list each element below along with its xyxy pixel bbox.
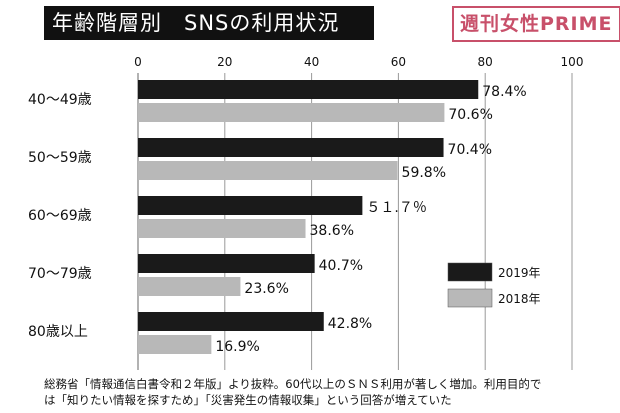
bar	[138, 219, 306, 238]
category-label: 70〜79歳	[28, 266, 92, 282]
data-label: 59.8%	[402, 165, 446, 181]
category-label: 80歳以上	[28, 324, 88, 340]
bar	[138, 312, 324, 331]
x-tick-label: 20	[217, 55, 232, 69]
legend-label: 2019年	[498, 266, 541, 280]
category-label: 40〜49歳	[28, 92, 92, 108]
footnote-line-2: は「知りたい情報を探すため」「災害発生の情報収集」という回答が増えていた	[44, 393, 452, 407]
data-label: 40.7%	[319, 258, 363, 274]
x-tick-label: 60	[391, 55, 406, 69]
data-label: 70.4%	[448, 142, 492, 158]
brand-logo: 週刊女性PRIME	[452, 6, 620, 42]
footnote-line-1: 総務省「情報通信白書令和２年版」より抜粋。60代以上のＳＮＳ利用が著しく増加。利…	[44, 377, 542, 391]
bar	[138, 161, 398, 180]
legend-swatch	[447, 288, 493, 308]
category-label: 60〜69歳	[28, 208, 92, 224]
bar	[138, 335, 212, 354]
bar	[138, 80, 479, 99]
data-label: 42.8%	[328, 316, 372, 332]
bar	[138, 277, 241, 296]
bar	[138, 196, 363, 215]
chart-title: 年齢階層別 SNSの利用状況	[44, 6, 374, 40]
bar	[138, 103, 445, 122]
data-label: 23.6%	[244, 281, 288, 297]
bar	[138, 254, 315, 273]
data-label: 78.4%	[482, 84, 526, 100]
x-tick-label: 40	[304, 55, 319, 69]
data-label: 70.6%	[448, 107, 492, 123]
footnote: 総務省「情報通信白書令和２年版」より抜粋。60代以上のＳＮＳ利用が著しく増加。利…	[44, 376, 616, 408]
data-label: 38.6%	[310, 223, 354, 239]
x-tick-label: 100	[561, 55, 584, 69]
x-tick-label: 0	[134, 55, 142, 69]
data-label: ５１.７％	[366, 200, 426, 216]
x-tick-label: 80	[478, 55, 493, 69]
data-label: 16.9%	[215, 339, 259, 355]
category-label: 50〜59歳	[28, 150, 92, 166]
legend-swatch	[447, 262, 493, 282]
bar	[138, 138, 444, 157]
legend-label: 2018年	[498, 292, 541, 306]
